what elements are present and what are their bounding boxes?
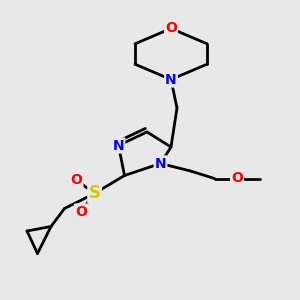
Text: O: O xyxy=(231,172,243,185)
Text: O: O xyxy=(165,22,177,35)
Text: N: N xyxy=(113,139,124,152)
Text: O: O xyxy=(75,205,87,218)
Text: O: O xyxy=(70,173,83,187)
Text: N: N xyxy=(165,73,177,86)
Text: S: S xyxy=(88,184,101,202)
Text: N: N xyxy=(155,157,166,170)
